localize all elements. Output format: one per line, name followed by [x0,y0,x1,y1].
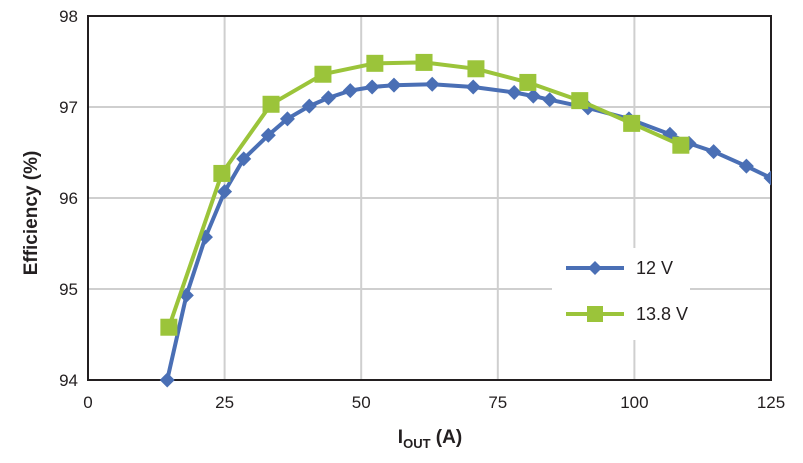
series-13-8-v [160,53,690,336]
data-point-13-8-v [415,53,433,71]
data-point-12-v [279,111,295,127]
data-point-12-v [301,98,317,114]
data-point-12-v [260,127,276,143]
data-point-13-8-v [314,65,332,83]
data-point-13-8-v [571,92,589,110]
y-axis-title: Efficiency (%) [21,151,42,276]
data-point-13-8-v [366,54,384,72]
legend-label-12v: 12 V [636,258,673,278]
data-point-12-v [386,77,402,93]
data-point-13-8-v [160,318,178,336]
x-tick-label: 0 [83,393,92,412]
data-point-13-8-v [519,73,537,91]
x-axis-title-subscript: OUT [403,436,431,451]
data-point-13-8-v [467,60,485,78]
y-tick-label: 94 [59,371,78,390]
x-axis-title: IOUT (A) [398,427,462,451]
data-point-13-8-v [672,136,690,154]
legend: 12 V 13.8 V [552,248,690,340]
legend-background [552,248,690,340]
y-tick-label: 97 [59,98,78,117]
x-tick-label: 100 [620,393,648,412]
data-point-13-8-v [262,95,280,113]
legend-marker-13-8v [587,306,603,322]
legend-label-13-8v: 13.8 V [636,304,688,324]
series-layer [159,53,771,388]
y-tick-label: 95 [59,280,78,299]
data-point-12-v [525,88,541,104]
series-12-v [159,76,771,388]
data-point-12-v [763,170,771,186]
plot-border [87,15,772,381]
x-axis-title-main: I [398,427,403,448]
x-tick-label: 125 [757,393,785,412]
legend-entry-13-8v: 13.8 V [566,304,688,324]
data-point-13-8-v [213,164,231,182]
data-point-12-v [217,184,233,200]
data-point-13-8-v [623,114,641,132]
data-point-12-v [465,79,481,95]
data-point-12-v [424,76,440,92]
data-point-12-v [364,79,380,95]
x-tick-labels: 0 25 50 75 100 125 [83,393,785,412]
legend-marker-12v [588,261,602,275]
x-tick-label: 50 [352,393,371,412]
data-point-12-v [542,92,558,108]
x-axis-title-unit: (A) [431,427,463,448]
data-point-12-v [236,151,252,167]
data-point-12-v [320,90,336,106]
x-tick-label: 25 [215,393,234,412]
y-tick-label: 96 [59,189,78,208]
data-point-12-v [506,84,522,100]
legend-entry-12v: 12 V [566,258,673,278]
y-tick-label: 98 [59,7,78,26]
y-tick-labels: 94 95 96 97 98 [59,7,78,390]
data-point-12-v [738,158,754,174]
data-point-12-v [159,372,175,388]
data-point-12-v [706,144,722,160]
data-point-12-v [342,83,358,99]
x-tick-label: 75 [488,393,507,412]
